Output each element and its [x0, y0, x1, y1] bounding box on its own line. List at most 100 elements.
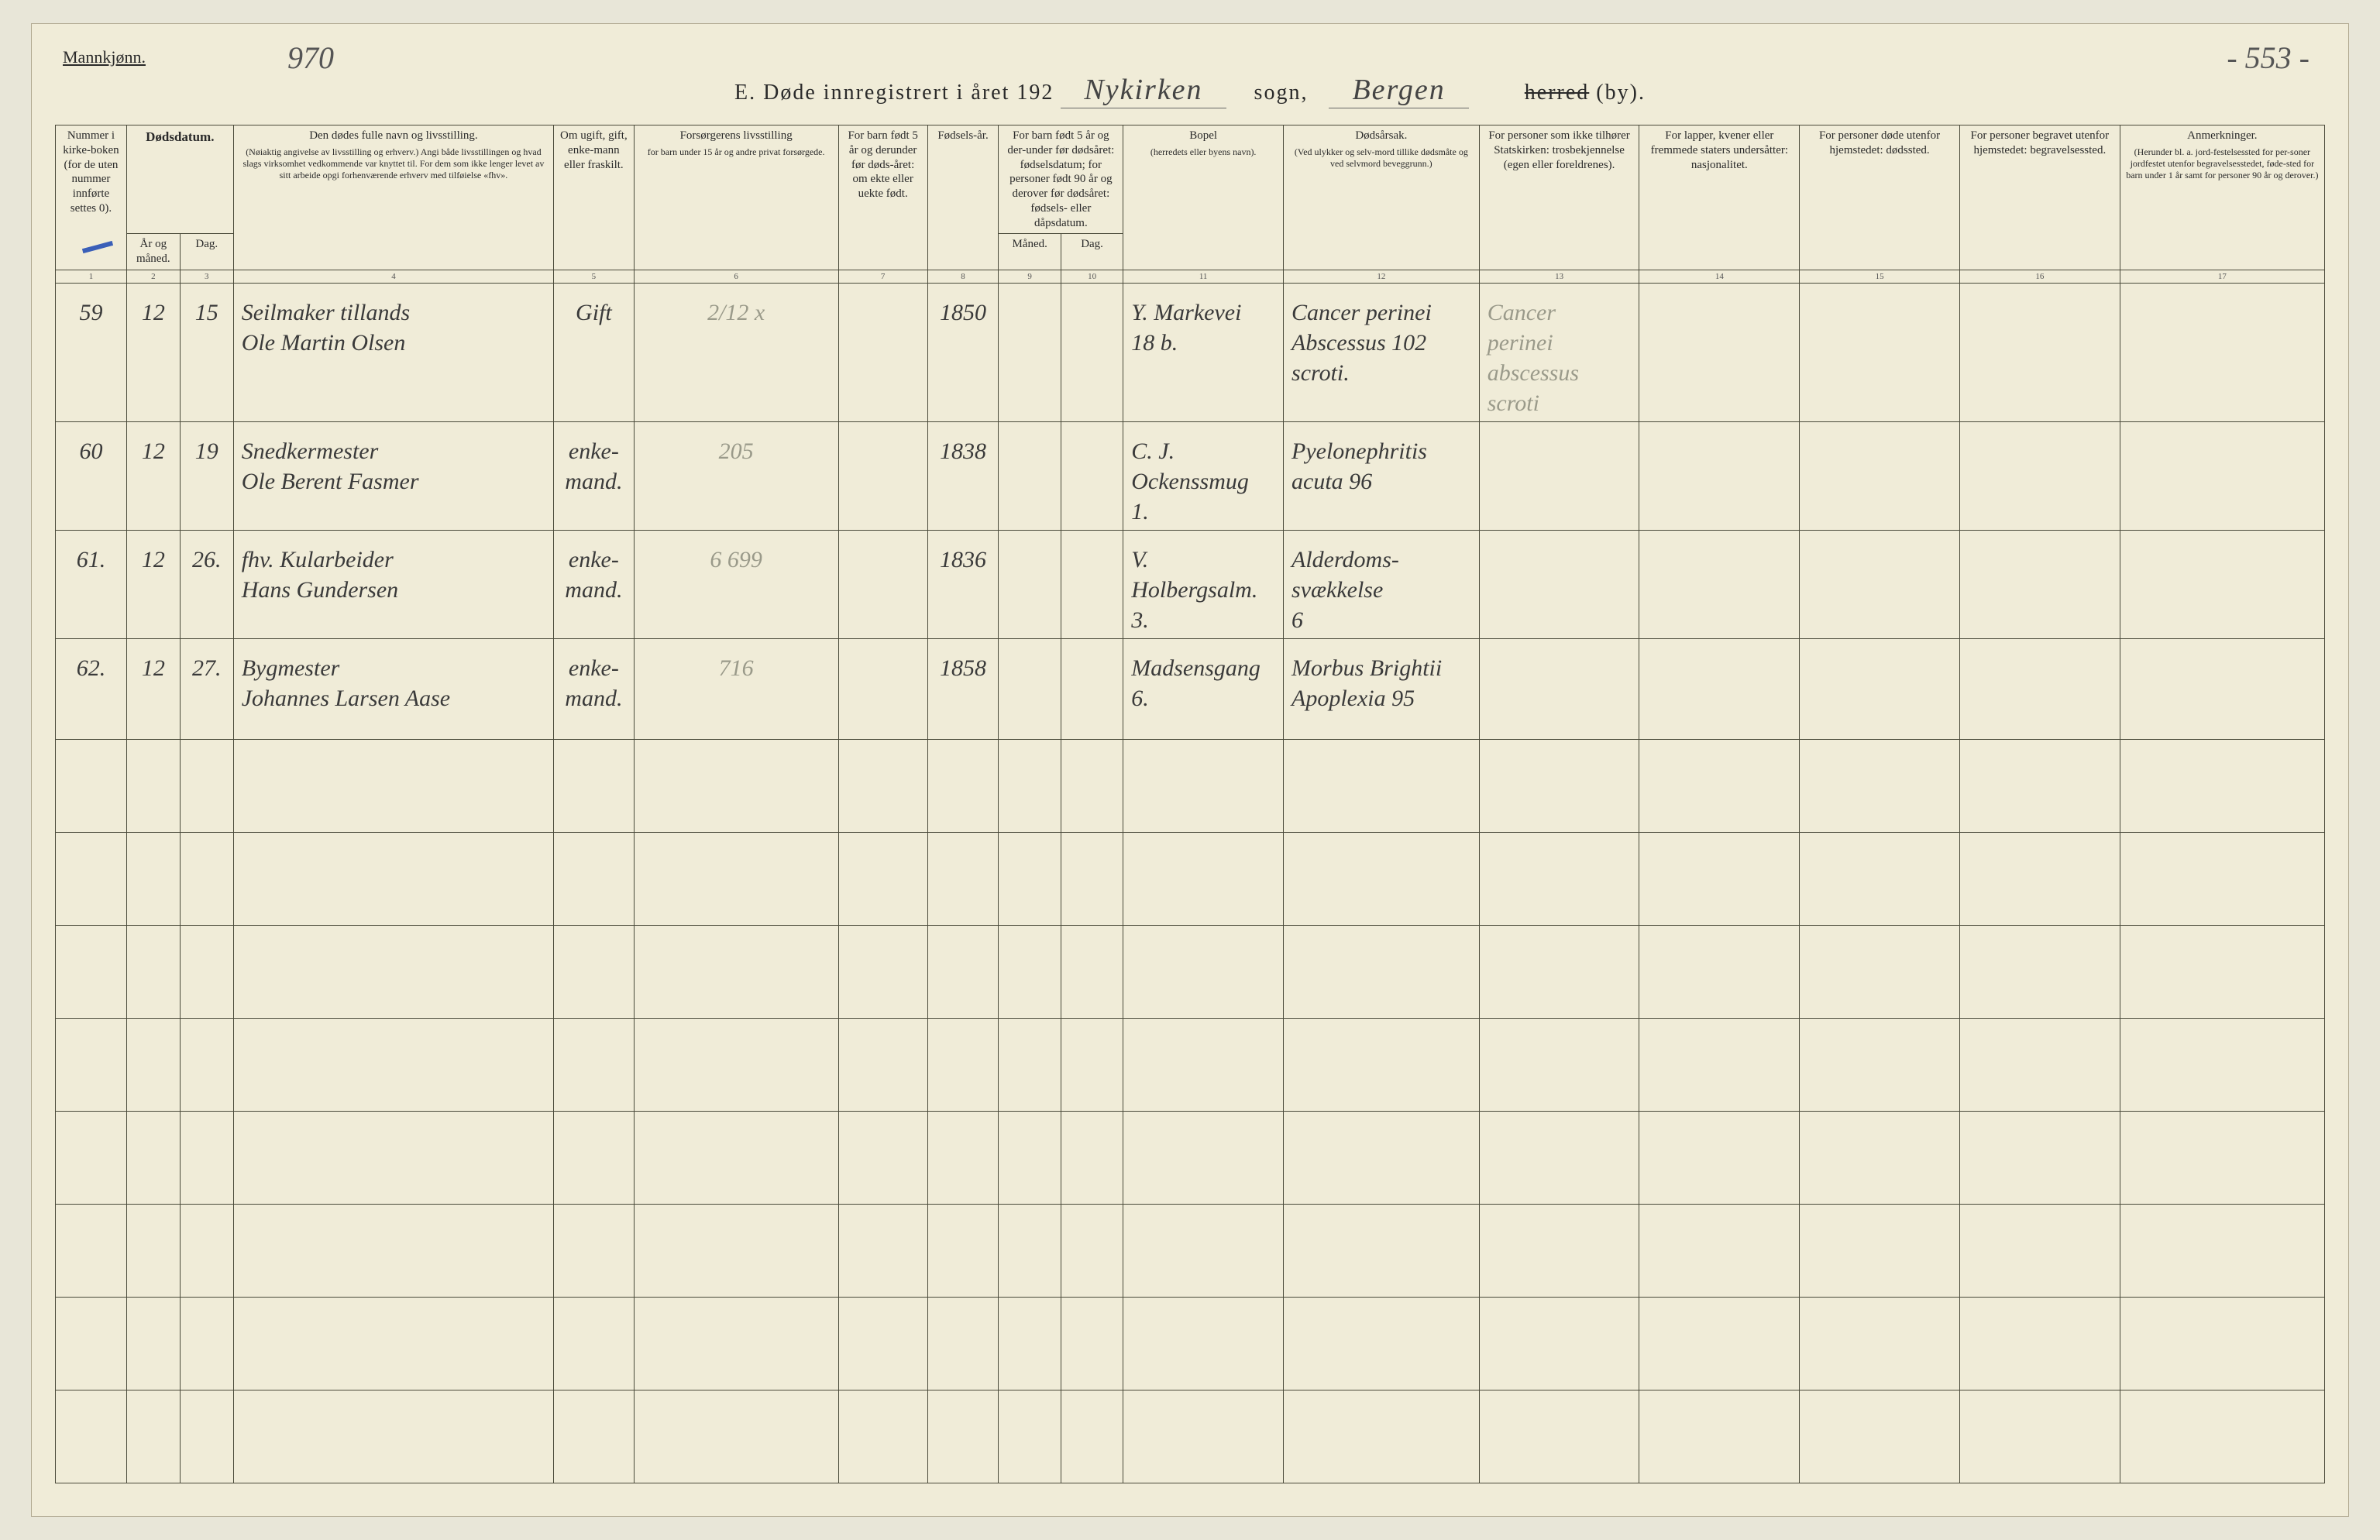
cell-empty	[1800, 1204, 1960, 1297]
col-header-4-sub: (Nøiaktig angivelse av livsstilling og e…	[239, 146, 549, 181]
cell-empty	[927, 1018, 999, 1111]
cell-bplace	[1959, 283, 2120, 421]
col-header-9: Måned.	[999, 234, 1061, 270]
cell-empty	[554, 1018, 634, 1111]
cell-birth-year: 1836	[927, 530, 999, 638]
col-header-10: Dag.	[1061, 234, 1123, 270]
cell-empty	[233, 925, 554, 1018]
cell-empty	[1639, 832, 1800, 925]
cell-birth-day	[1061, 638, 1123, 739]
sogn-label: sogn,	[1254, 81, 1309, 105]
cell-empty	[180, 832, 233, 925]
cell-birth-year: 1838	[927, 421, 999, 530]
cell-empty	[2120, 1390, 2324, 1483]
cell-name: SnedkermesterOle Berent Fasmer	[233, 421, 554, 530]
table-row-empty	[56, 925, 2325, 1018]
cell-empty	[1123, 1204, 1284, 1297]
cell-empty	[180, 925, 233, 1018]
table-body: 1 2 3 4 5 6 7 8 9 10 11 12 13 14 15 16 1…	[56, 270, 2325, 1483]
cell-empty	[1123, 925, 1284, 1018]
table-row: 62.1227.BygmesterJohannes Larsen Aaseenk…	[56, 638, 2325, 739]
cell-empty	[2120, 1204, 2324, 1297]
cell-creed: Cancerperineiabscessusscroti	[1479, 283, 1639, 421]
cell-empty	[1959, 1018, 2120, 1111]
colnum: 7	[838, 270, 927, 283]
cell-birth-month	[999, 530, 1061, 638]
cell-empty	[999, 739, 1061, 832]
cell-name: fhv. KularbeiderHans Gundersen	[233, 530, 554, 638]
register-table: Nummer i kirke-boken (for de uten nummer…	[55, 125, 2325, 1483]
col-header-6-title: Forsørgerens livsstilling	[680, 129, 793, 142]
title-line: E. Døde innregistrert i året 192 Nykirke…	[55, 70, 2325, 109]
cell-legit	[838, 421, 927, 530]
cell-birth-day	[1061, 283, 1123, 421]
colnum: 13	[1479, 270, 1639, 283]
cell-empty	[1123, 1018, 1284, 1111]
cell-empty	[233, 1111, 554, 1204]
cell-empty	[1800, 1111, 1960, 1204]
cell-empty	[838, 1390, 927, 1483]
cell-empty	[233, 832, 554, 925]
col-header-11-sub: (herredets eller byens navn).	[1128, 146, 1278, 158]
cell-empty	[2120, 925, 2324, 1018]
cell-empty	[180, 1204, 233, 1297]
cell-empty	[1123, 739, 1284, 832]
cell-status: enke-mand.	[554, 638, 634, 739]
cell-empty	[1639, 1111, 1800, 1204]
cell-supporter: 2/12 x	[634, 283, 838, 421]
table-row-empty	[56, 1390, 2325, 1483]
cell-empty	[1061, 925, 1123, 1018]
cell-empty	[554, 1204, 634, 1297]
cell-residence: Y. Markevei18 b.	[1123, 283, 1284, 421]
colnum: 1	[56, 270, 127, 283]
cell-empty	[634, 1018, 838, 1111]
cell-empty	[56, 1297, 127, 1390]
cell-creed	[1479, 530, 1639, 638]
cell-empty	[1800, 1390, 1960, 1483]
cell-empty	[1479, 1111, 1639, 1204]
cell-empty	[233, 1204, 554, 1297]
cell-empty	[1284, 925, 1480, 1018]
cell-empty	[634, 925, 838, 1018]
cell-empty	[838, 739, 927, 832]
colnum: 2	[126, 270, 180, 283]
cell-empty	[1639, 1297, 1800, 1390]
cell-cause: Pyelonephritisacuta 96	[1284, 421, 1480, 530]
cell-dplace	[1800, 638, 1960, 739]
col-header-6: Forsørgerens livsstilling for barn under…	[634, 125, 838, 270]
cell-empty	[1061, 1111, 1123, 1204]
cell-empty	[999, 832, 1061, 925]
cell-empty	[927, 739, 999, 832]
cell-empty	[1061, 1297, 1123, 1390]
cell-empty	[180, 1297, 233, 1390]
cell-empty	[927, 1390, 999, 1483]
cell-supporter: 205	[634, 421, 838, 530]
cell-empty	[56, 739, 127, 832]
cell-month: 12	[126, 638, 180, 739]
cell-empty	[1800, 1297, 1960, 1390]
column-number-row: 1 2 3 4 5 6 7 8 9 10 11 12 13 14 15 16 1…	[56, 270, 2325, 283]
cell-empty	[554, 832, 634, 925]
colnum: 11	[1123, 270, 1284, 283]
cell-empty	[1639, 1204, 1800, 1297]
cell-empty	[999, 1204, 1061, 1297]
cell-empty	[2120, 1297, 2324, 1390]
cell-nat	[1639, 421, 1800, 530]
cell-empty	[554, 925, 634, 1018]
cell-empty	[56, 925, 127, 1018]
col-header-2: År og måned.	[126, 234, 180, 270]
cell-birth-day	[1061, 530, 1123, 638]
cell-empty	[554, 1390, 634, 1483]
cell-empty	[634, 739, 838, 832]
cell-empty	[634, 1297, 838, 1390]
cell-empty	[1123, 1111, 1284, 1204]
cell-notes	[2120, 638, 2324, 739]
cell-notes	[2120, 530, 2324, 638]
col-header-4: Den dødes fulle navn og livsstilling. (N…	[233, 125, 554, 270]
cell-residence: V. Holbergsalm.3.	[1123, 530, 1284, 638]
cell-empty	[838, 925, 927, 1018]
cell-empty	[1959, 1204, 2120, 1297]
colnum: 14	[1639, 270, 1800, 283]
cell-empty	[1061, 832, 1123, 925]
cell-empty	[56, 832, 127, 925]
